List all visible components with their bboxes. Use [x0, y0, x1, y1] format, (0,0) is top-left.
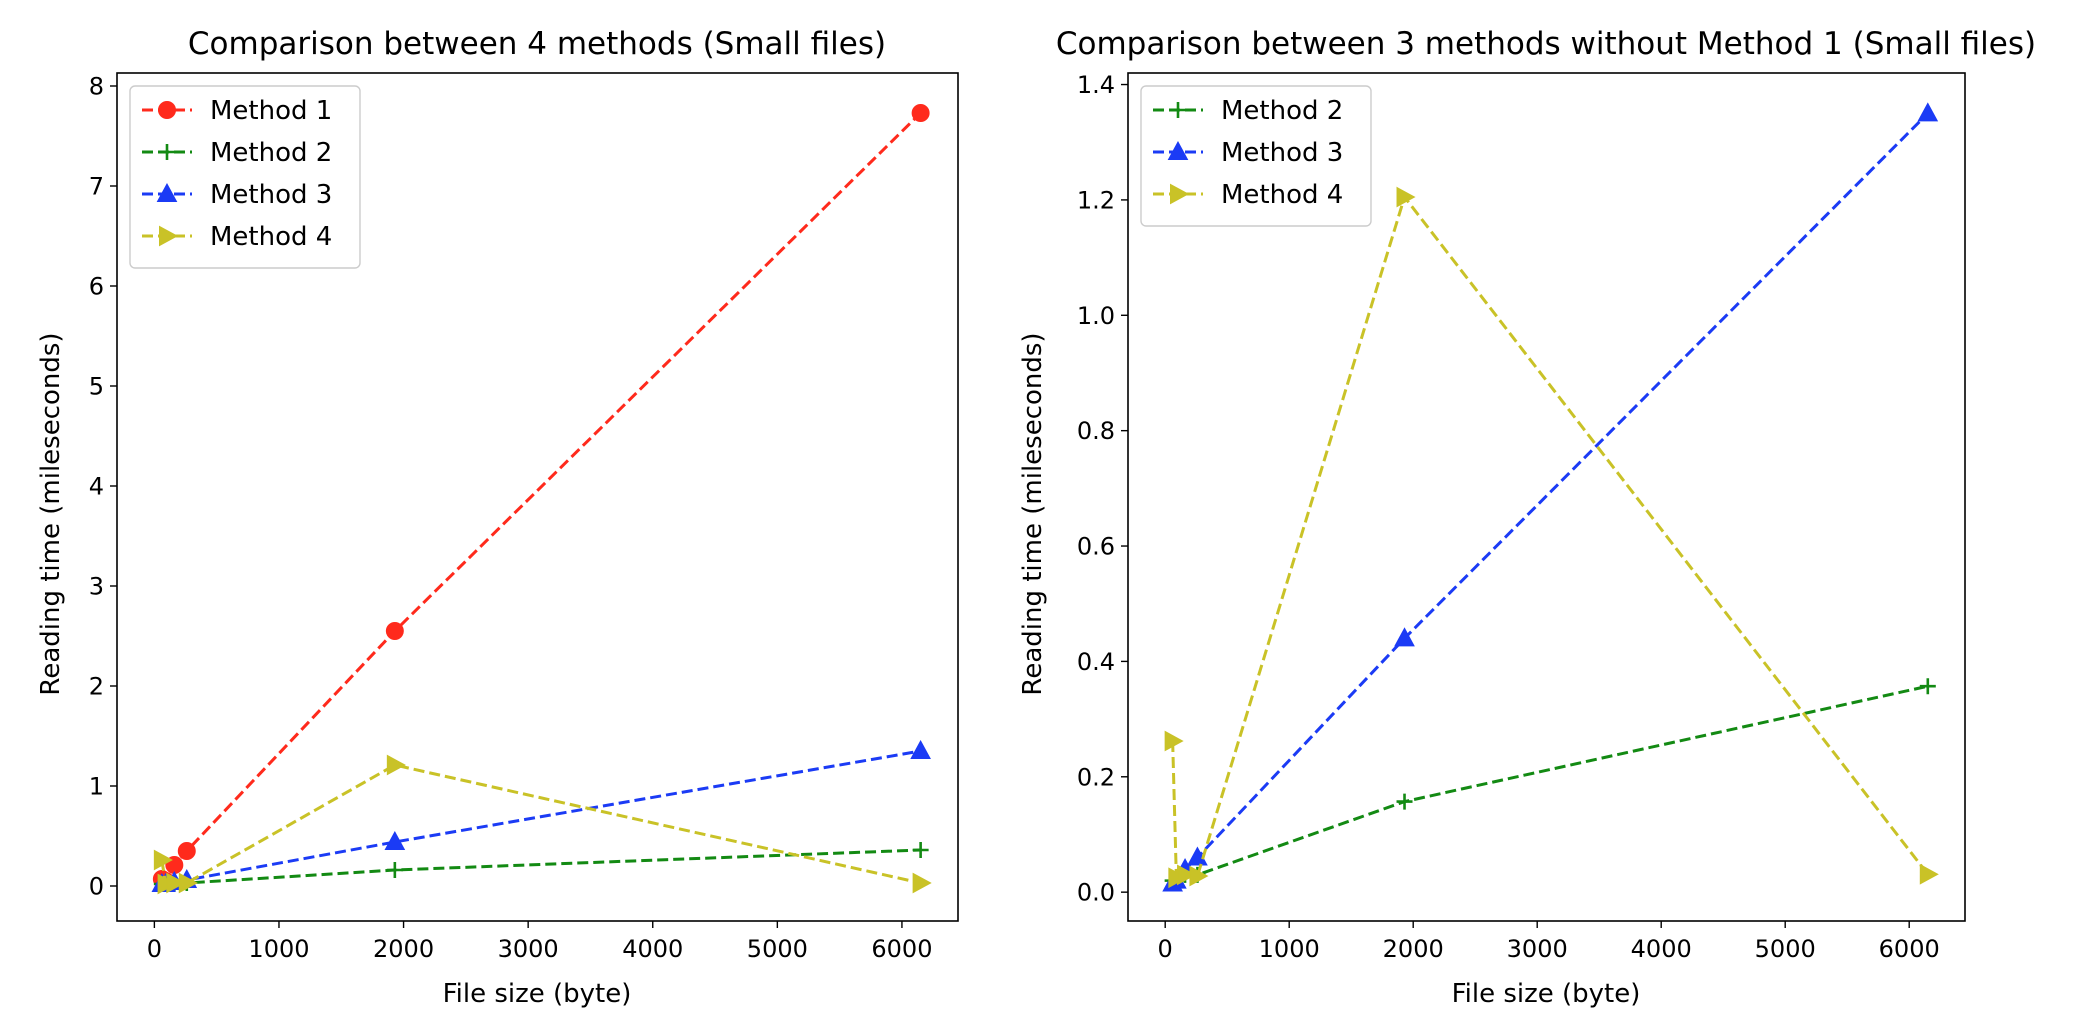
plot-area: [151, 104, 932, 895]
y-tick-label: 7: [89, 173, 104, 201]
legend-label: Method 3: [210, 180, 332, 210]
x-tick-label: 2000: [373, 935, 434, 963]
legend-label: Method 2: [1221, 96, 1343, 126]
y-axis-label: Reading time (mileseconds): [36, 332, 66, 695]
legend-entry-method-4: Method 4: [1153, 180, 1343, 210]
chart-title: Comparison between 4 methods (Small file…: [188, 26, 886, 62]
axes-frame: [1127, 72, 1966, 922]
x-tick-label: 4000: [622, 935, 683, 963]
data-point: [1394, 627, 1415, 647]
x-tick-label: 1000: [1259, 935, 1320, 963]
y-tick-label: 5: [89, 373, 104, 401]
y-tick-label: 6: [89, 273, 104, 301]
data-point: [384, 830, 406, 850]
legend-entry-method-2: Method 2: [142, 138, 332, 168]
data-point: [910, 739, 931, 759]
data-point: [1189, 865, 1209, 887]
axis-ticks: 0 1000 2000 3000 4000 5000 6000 0.0 0.2 0.4 0.6 0.8…: [1077, 71, 1966, 963]
y-tick-label: 1.2: [1077, 186, 1115, 214]
data-point: [1917, 102, 1939, 122]
x-tick-label: 1000: [248, 935, 309, 963]
x-tick-label: 5000: [1755, 935, 1816, 963]
legend-marker: [159, 144, 175, 160]
legend-entry-method-3: Method 3: [1153, 138, 1343, 168]
x-tick-label: 6000: [871, 935, 932, 963]
legend-marker: [1170, 102, 1186, 118]
data-point: [1396, 793, 1413, 810]
y-tick-label: 1.0: [1077, 302, 1115, 330]
legend-marker: [156, 182, 178, 202]
data-point: [1164, 730, 1184, 752]
legend-entry-method-1: Method 1: [142, 96, 332, 126]
x-tick-label: 6000: [1879, 935, 1940, 963]
legend-label: Method 2: [210, 138, 332, 168]
data-point: [166, 872, 186, 894]
legend-label: Method 1: [210, 96, 332, 126]
data-point: [1396, 186, 1416, 208]
data-point: [911, 104, 930, 122]
y-tick-label: 8: [89, 73, 104, 101]
x-tick-label: 0: [1158, 935, 1173, 963]
series-method-4: [153, 754, 932, 895]
y-tick-label: 0.8: [1077, 417, 1115, 445]
legend-marker: [1167, 140, 1189, 160]
y-tick-label: 0.6: [1077, 533, 1115, 561]
legend-entry-method-2: Method 2: [1153, 96, 1343, 126]
axis-ticks: 0 1000 2000 3000 4000 5000 6000 0 1 2 3 4 5 6 7 8: [89, 72, 959, 963]
y-tick-label: 1: [89, 773, 104, 801]
y-tick-label: 0.0: [1077, 879, 1115, 907]
legend-entry-method-4: Method 4: [142, 222, 332, 252]
x-tick-label: 3000: [498, 935, 559, 963]
x-tick-label: 3000: [1507, 935, 1568, 963]
data-point: [178, 872, 198, 894]
data-point: [177, 842, 196, 860]
legend-marker: [1170, 183, 1190, 205]
y-tick-label: 1.4: [1077, 71, 1115, 99]
legend: Method 2 Method 3 Method 4: [1140, 85, 1372, 227]
data-point: [1177, 864, 1197, 886]
legend-label: Method 4: [210, 222, 332, 252]
data-point: [386, 862, 403, 878]
data-point: [912, 842, 929, 858]
y-tick-label: 0.2: [1077, 763, 1115, 791]
legend-label: Method 4: [1221, 180, 1343, 210]
legend-box: [1140, 85, 1372, 227]
legend-marker: [158, 101, 176, 119]
data-point: [1919, 678, 1936, 695]
legend-label: Method 3: [1221, 138, 1343, 168]
series-method-4: [1164, 186, 1939, 889]
legend-box: [129, 85, 361, 269]
x-tick-label: 5000: [747, 935, 808, 963]
data-point: [385, 622, 404, 640]
chart-left: Comparison between 4 methods (Small file…: [36, 26, 959, 1009]
y-tick-label: 0.4: [1077, 648, 1115, 676]
y-tick-label: 0: [89, 873, 104, 901]
x-tick-label: 2000: [1383, 935, 1444, 963]
x-tick-label: 0: [147, 935, 162, 963]
data-point: [1919, 863, 1939, 885]
x-axis-label: File size (byte): [443, 979, 632, 1009]
y-tick-label: 2: [89, 673, 104, 701]
y-axis-label: Reading time (mileseconds): [1018, 332, 1048, 695]
data-point: [912, 872, 932, 894]
plot-area: [1162, 102, 1939, 892]
data-point: [386, 754, 406, 776]
y-tick-label: 4: [89, 473, 104, 501]
x-axis-label: File size (byte): [1452, 979, 1641, 1009]
chart-right: Comparison between 3 methods without Met…: [1018, 26, 2036, 1009]
chart-title: Comparison between 3 methods without Met…: [1056, 26, 2036, 62]
legend-entry-method-3: Method 3: [142, 180, 332, 210]
y-tick-label: 3: [89, 573, 104, 601]
legend: Method 1 Method 2 Method 3 Method 4: [129, 85, 361, 269]
x-tick-label: 4000: [1631, 935, 1692, 963]
axes-frame: [116, 72, 959, 922]
data-point: [153, 849, 173, 871]
legend-marker: [159, 225, 179, 247]
